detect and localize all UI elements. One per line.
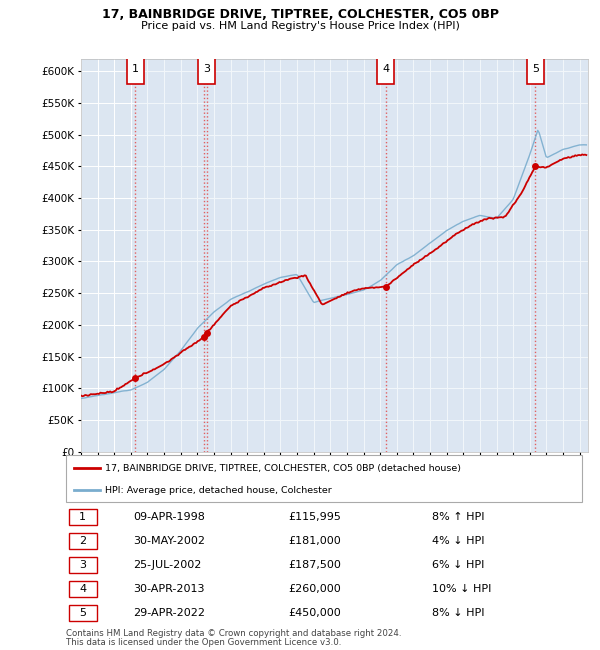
FancyBboxPatch shape (377, 55, 394, 84)
Text: 4% ↓ HPI: 4% ↓ HPI (433, 536, 485, 546)
Text: 5: 5 (79, 608, 86, 618)
Bar (535, 58, 588, 452)
Text: 3: 3 (203, 64, 210, 74)
Text: 4: 4 (382, 64, 389, 74)
Text: 6% ↓ HPI: 6% ↓ HPI (433, 560, 485, 570)
Bar (206, 58, 386, 452)
FancyBboxPatch shape (199, 55, 215, 84)
Text: £260,000: £260,000 (288, 584, 341, 594)
FancyBboxPatch shape (527, 55, 544, 84)
Text: HPI: Average price, detached house, Colchester: HPI: Average price, detached house, Colc… (104, 486, 331, 495)
Text: 4: 4 (79, 584, 86, 594)
Text: 30-MAY-2002: 30-MAY-2002 (133, 536, 205, 546)
FancyBboxPatch shape (68, 605, 97, 621)
Text: 8% ↓ HPI: 8% ↓ HPI (433, 608, 485, 618)
Text: 1: 1 (132, 64, 139, 74)
Text: £181,000: £181,000 (288, 536, 341, 546)
FancyBboxPatch shape (66, 455, 582, 502)
FancyBboxPatch shape (68, 509, 97, 525)
Text: £187,500: £187,500 (288, 560, 341, 570)
Text: 8% ↑ HPI: 8% ↑ HPI (433, 512, 485, 522)
Bar (204, 58, 206, 452)
FancyBboxPatch shape (68, 581, 97, 597)
Text: 17, BAINBRIDGE DRIVE, TIPTREE, COLCHESTER, CO5 0BP (detached house): 17, BAINBRIDGE DRIVE, TIPTREE, COLCHESTE… (104, 463, 461, 473)
Text: 17, BAINBRIDGE DRIVE, TIPTREE, COLCHESTER, CO5 0BP: 17, BAINBRIDGE DRIVE, TIPTREE, COLCHESTE… (101, 8, 499, 21)
Text: 5: 5 (532, 64, 539, 74)
Text: £450,000: £450,000 (288, 608, 341, 618)
Text: Price paid vs. HM Land Registry's House Price Index (HPI): Price paid vs. HM Land Registry's House … (140, 21, 460, 31)
FancyBboxPatch shape (68, 557, 97, 573)
Text: This data is licensed under the Open Government Licence v3.0.: This data is licensed under the Open Gov… (66, 638, 341, 647)
Text: 09-APR-1998: 09-APR-1998 (133, 512, 205, 522)
Text: 29-APR-2022: 29-APR-2022 (133, 608, 205, 618)
Text: 2: 2 (79, 536, 86, 546)
Text: 1: 1 (79, 512, 86, 522)
Text: Contains HM Land Registry data © Crown copyright and database right 2024.: Contains HM Land Registry data © Crown c… (66, 629, 401, 638)
Text: £115,995: £115,995 (288, 512, 341, 522)
Text: 30-APR-2013: 30-APR-2013 (133, 584, 205, 594)
Text: 25-JUL-2002: 25-JUL-2002 (133, 560, 202, 570)
Bar (136, 58, 204, 452)
FancyBboxPatch shape (68, 533, 97, 549)
Text: 10% ↓ HPI: 10% ↓ HPI (433, 584, 492, 594)
Text: 3: 3 (79, 560, 86, 570)
Bar (386, 58, 535, 452)
FancyBboxPatch shape (127, 55, 143, 84)
